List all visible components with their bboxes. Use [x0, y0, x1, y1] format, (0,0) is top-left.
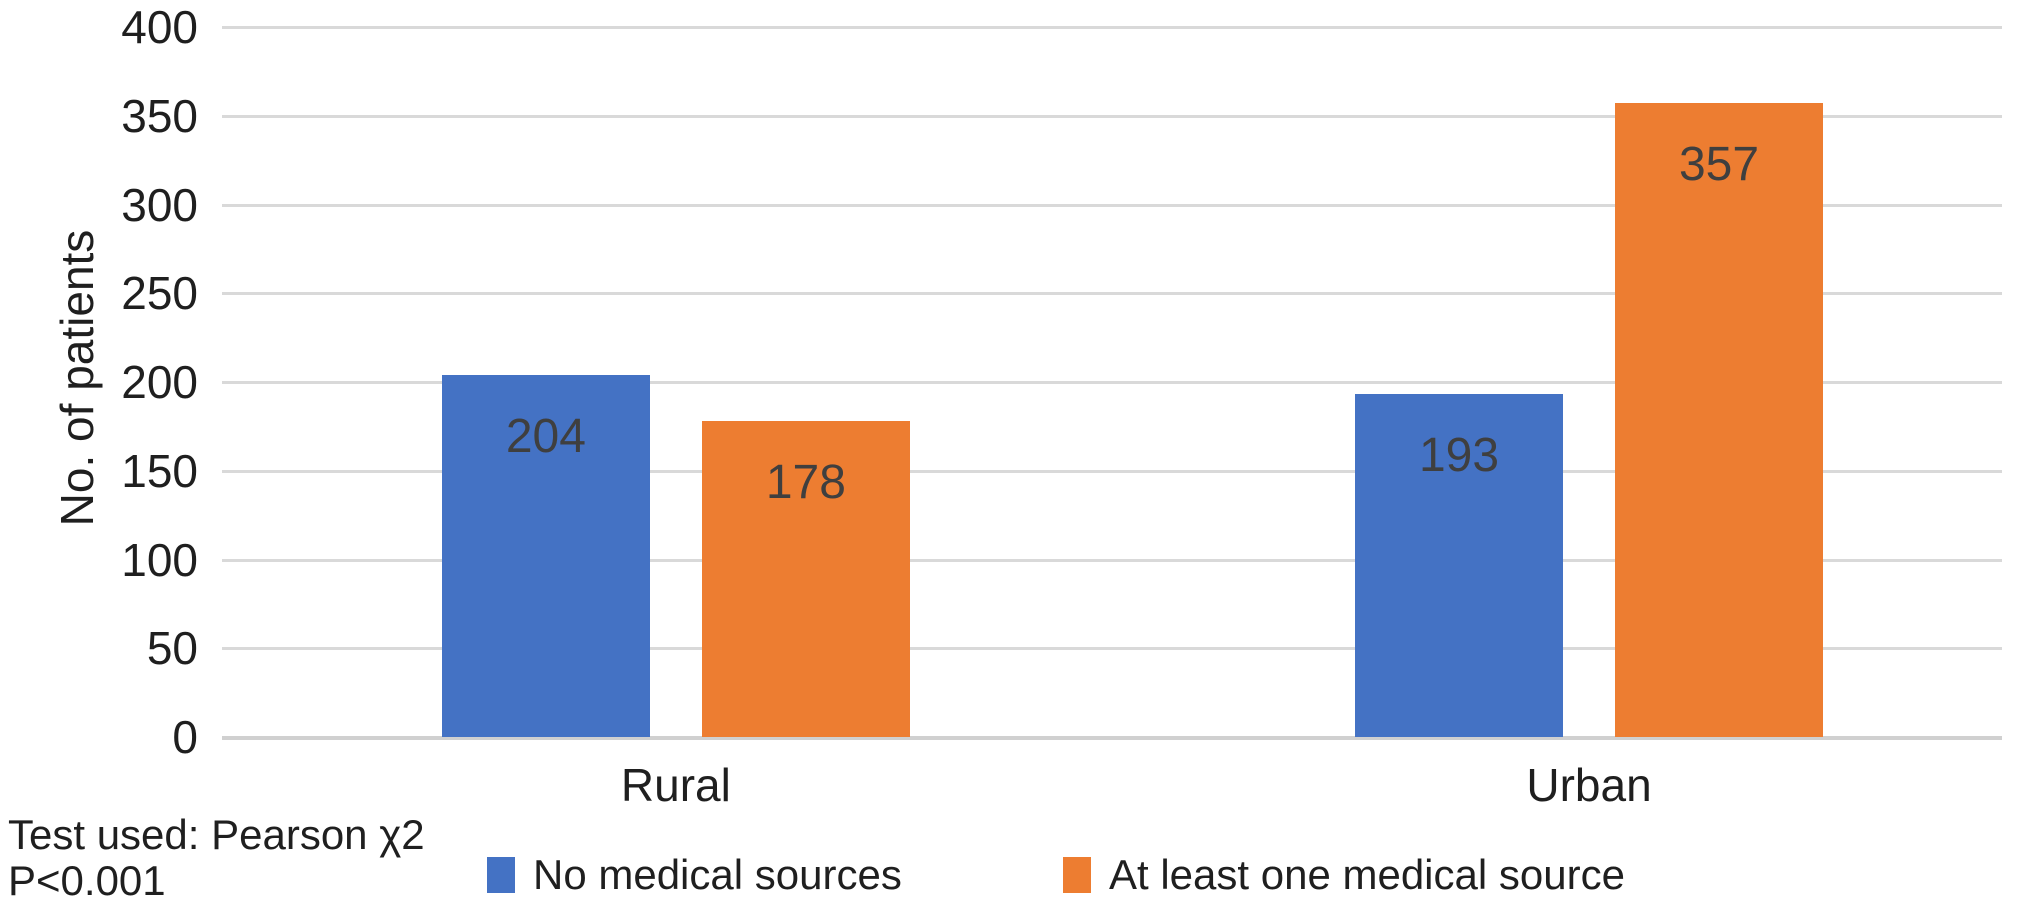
p-value-text: P<0.001 — [8, 857, 166, 899]
legend-swatch-blue-icon — [487, 857, 515, 893]
x-category-label-urban: Urban — [1526, 759, 1652, 811]
gridline-y-100 — [222, 558, 2002, 562]
y-tick-label-0: 0 — [172, 711, 198, 763]
legend-item-no-medical-sources: No medical sources — [487, 851, 902, 898]
y-tick-label-350: 350 — [121, 89, 198, 142]
gridline-y-250 — [222, 292, 2002, 296]
bar-value-label: 204 — [505, 409, 586, 463]
plot-area: 204 178 193 357 — [222, 26, 2002, 740]
legend-swatch-orange-icon — [1063, 857, 1091, 893]
gridline-y-400 — [222, 26, 2002, 29]
gridline-y-350 — [222, 114, 2002, 118]
y-tick-label-250: 250 — [121, 267, 198, 320]
gridline-y-50 — [222, 647, 2002, 651]
y-tick-label-50: 50 — [146, 622, 198, 675]
gridline-y-200 — [222, 381, 2002, 384]
bar-value-label: 357 — [1678, 138, 1760, 192]
y-tick-label-300: 300 — [121, 178, 198, 231]
bar-rural-orange: 178 — [701, 421, 910, 737]
legend-label: No medical sources — [533, 851, 902, 898]
legend-item-at-least-one-medical-source: At least one medical source — [1063, 851, 1625, 898]
bar-urban-blue: 193 — [1355, 394, 1564, 737]
gridline-y-0 — [222, 736, 2002, 740]
stats-footnote: Test used: Pearson χ2 P<0.001 — [8, 812, 425, 899]
bar-value-label: 178 — [765, 456, 846, 510]
gridline-y-150 — [222, 469, 2002, 473]
bar-urban-orange: 357 — [1615, 103, 1824, 737]
y-tick-label-200: 200 — [121, 356, 198, 408]
y-tick-label-100: 100 — [121, 533, 198, 586]
legend-label: At least one medical source — [1109, 851, 1625, 898]
bar-rural-blue: 204 — [441, 374, 650, 737]
x-category-label-rural: Rural — [620, 759, 731, 811]
chart-legend: No medical sources At least one medical … — [0, 851, 2032, 898]
test-used-text: Test used: Pearson χ2 — [8, 811, 425, 858]
bar-value-label: 193 — [1418, 429, 1500, 483]
gridline-y-300 — [222, 203, 2002, 207]
y-tick-label-400: 400 — [121, 1, 198, 53]
y-tick-label-150: 150 — [121, 444, 198, 497]
